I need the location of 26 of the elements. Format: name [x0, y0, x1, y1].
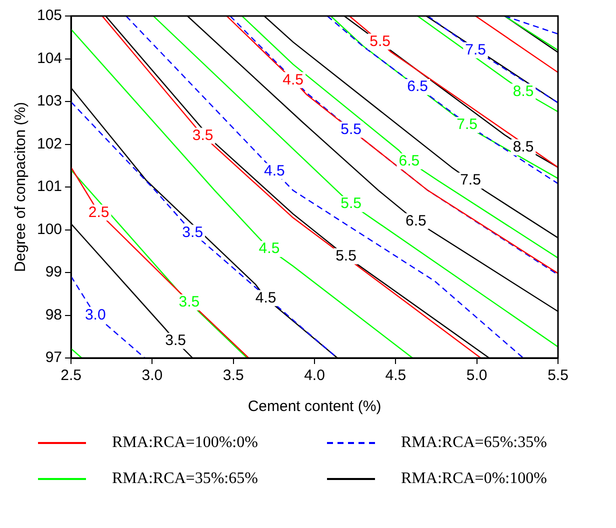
annotation: 3.0	[84, 306, 106, 324]
y-tick-label: 102	[36, 135, 62, 152]
x-tick-label: 3.5	[222, 367, 244, 384]
annotation: 3.5	[165, 332, 186, 350]
annotation: 4.5	[264, 162, 285, 180]
legend-label: RMA:RCA=65%:35%	[401, 434, 547, 452]
x-tick-label: 4.0	[304, 367, 325, 384]
y-tick-label: 103	[36, 92, 62, 110]
y-axis-title: Degree of conpaciton (%)	[12, 102, 30, 272]
x-tick-label: 2.5	[60, 367, 82, 384]
y-tick-label: 101	[36, 178, 62, 196]
x-tick-label: 5.0	[466, 367, 488, 384]
y-tick-label: 100	[36, 220, 62, 238]
x-tick-label: 5.5	[548, 367, 568, 384]
x-tick-label: 4.5	[385, 367, 406, 384]
x-tick-label: 3.0	[142, 367, 163, 384]
legend-label: RMA:RCA=0%:100%	[401, 470, 547, 488]
y-tick-label: 99	[45, 264, 62, 281]
y-tick-label: 104	[36, 50, 62, 67]
y-tick-label: 97	[45, 349, 62, 366]
legend-label: RMA:RCA=100%:0%	[112, 434, 258, 452]
x-axis-title: Cement content (%)	[248, 398, 382, 416]
y-tick-label: 98	[45, 306, 62, 324]
y-tick-label: 105	[36, 7, 62, 24]
legend-label: RMA:RCA=35%:65%	[112, 470, 258, 488]
annotation: 4.5	[258, 240, 280, 258]
